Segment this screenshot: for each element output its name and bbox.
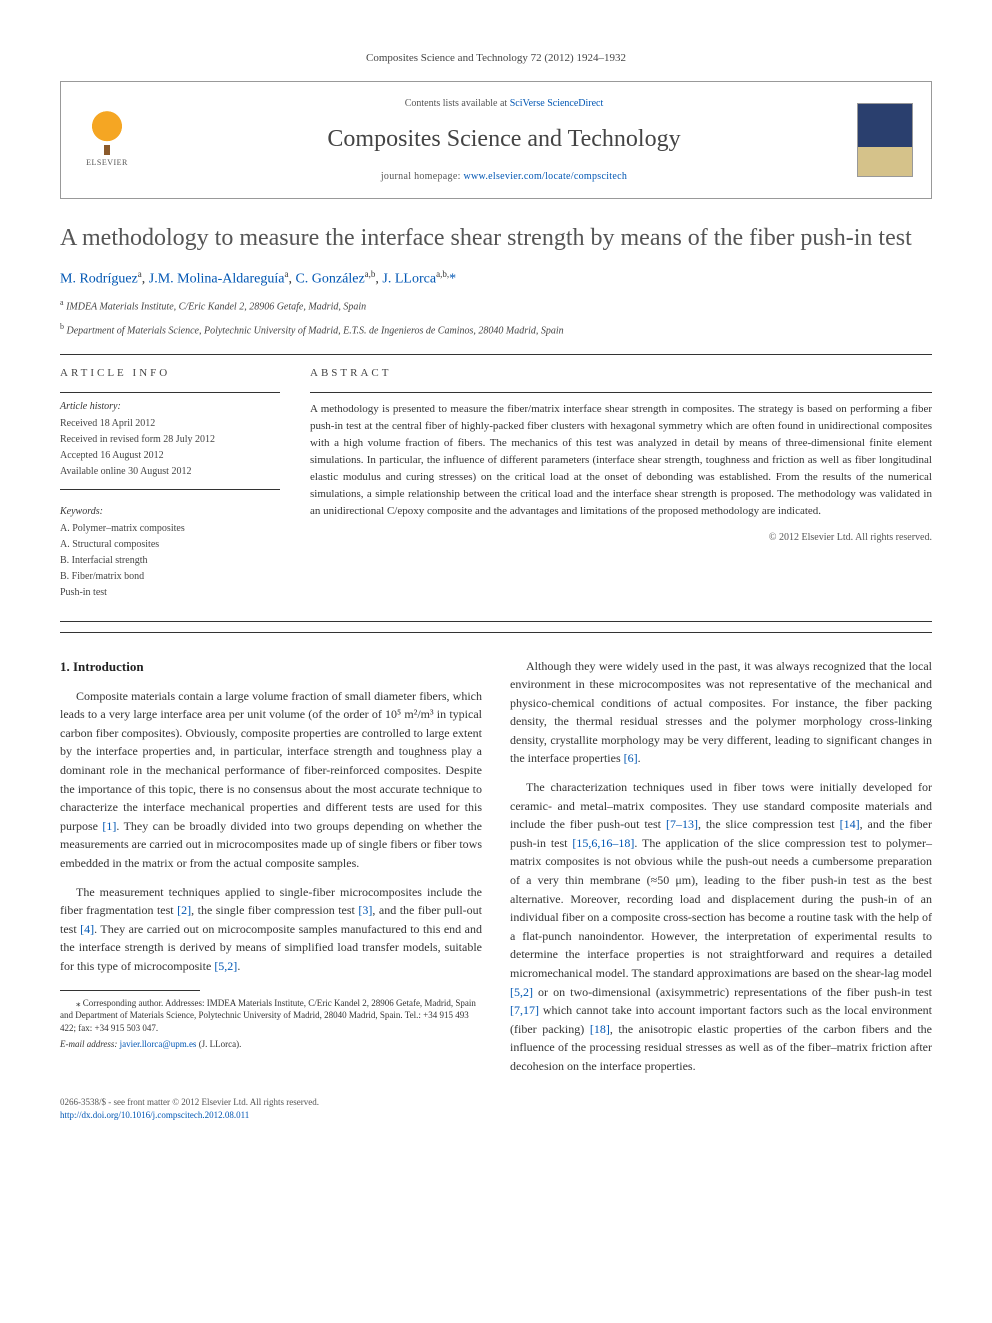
citation-ref[interactable]: [7–13] [666,817,698,831]
keyword: B. Interfacial strength [60,553,280,568]
journal-cover-thumbnail [857,103,913,177]
citation-ref[interactable]: [15,6,16–18] [572,836,634,850]
contents-prefix: Contents lists available at [405,98,510,109]
affil-text: Department of Materials Science, Polytec… [67,325,564,336]
author-link[interactable]: M. Rodríguez [60,271,138,286]
email-footnote: E-mail address: javier.llorca@upm.es (J.… [60,1038,482,1051]
affil-sup: b [60,322,64,331]
publisher-logo: ELSEVIER [79,110,135,170]
author-link[interactable]: J. LLorca [382,271,436,286]
footer-meta: 0266-3538/$ - see front matter © 2012 El… [60,1096,932,1123]
homepage-prefix: journal homepage: [381,171,464,182]
citation-ref[interactable]: [4] [80,922,94,936]
keywords-label: Keywords: [60,504,280,519]
elsevier-tree-icon [88,111,126,149]
divider [60,621,932,622]
body-paragraph: Composite materials contain a large volu… [60,687,482,873]
abstract-heading: ABSTRACT [310,365,932,382]
body-paragraph: The characterization techniques used in … [510,778,932,1076]
email-link[interactable]: javier.llorca@upm.es [120,1039,197,1049]
keyword: B. Fiber/matrix bond [60,569,280,584]
abstract-copyright: © 2012 Elsevier Ltd. All rights reserved… [310,530,932,545]
author-link[interactable]: C. González [295,271,364,286]
divider [60,354,932,355]
author-affil-sup: a,b [365,269,376,279]
footnote-block: ⁎ Corresponding author. Addresses: IMDEA… [60,990,482,1051]
citation-ref[interactable]: [18] [590,1022,610,1036]
keyword: A. Structural composites [60,537,280,552]
citation-ref[interactable]: [6] [624,751,638,765]
affiliation: a IMDEA Materials Institute, C/Eric Kand… [60,297,932,314]
author-affil-sup: a [284,269,288,279]
article-info-heading: ARTICLE INFO [60,365,280,382]
citation-ref[interactable]: [14] [840,817,860,831]
journal-homepage: journal homepage: www.elsevier.com/locat… [151,169,857,184]
affiliation: b Department of Materials Science, Polyt… [60,321,932,338]
citation-ref[interactable]: [5,2] [510,985,533,999]
history-item: Received in revised form 28 July 2012 [60,432,280,447]
homepage-link[interactable]: www.elsevier.com/locate/compscitech [463,171,627,182]
article-title: A methodology to measure the interface s… [60,223,932,254]
author-link[interactable]: J.M. Molina-Aldareguía [149,271,285,286]
citation-ref[interactable]: [1] [102,819,116,833]
publisher-name: ELSEVIER [86,157,128,169]
citation-line: Composites Science and Technology 72 (20… [60,50,932,67]
author-affil-sup: a [138,269,142,279]
email-label: E-mail address: [60,1039,120,1049]
corresponding-footnote: ⁎ Corresponding author. Addresses: IMDEA… [60,997,482,1035]
contents-available-line: Contents lists available at SciVerse Sci… [151,96,857,111]
issn-line: 0266-3538/$ - see front matter © 2012 El… [60,1096,319,1110]
body-text: 1. Introduction Composite materials cont… [60,657,932,1076]
body-paragraph: Although they were widely used in the pa… [510,657,932,769]
affil-sup: a [60,298,64,307]
section-heading: 1. Introduction [60,657,482,677]
citation-ref[interactable]: [3] [358,903,372,917]
sciencedirect-link[interactable]: SciVerse ScienceDirect [510,98,604,109]
citation-ref[interactable]: [2] [177,903,191,917]
article-info-column: ARTICLE INFO Article history: Received 1… [60,365,280,601]
doi-link[interactable]: http://dx.doi.org/10.1016/j.compscitech.… [60,1110,249,1120]
footnote-rule [60,990,200,991]
author-list: M. Rodrígueza, J.M. Molina-Aldareguíaa, … [60,268,932,290]
body-paragraph: The measurement techniques applied to si… [60,883,482,976]
divider [60,632,932,633]
history-item: Received 18 April 2012 [60,416,280,431]
divider [60,392,280,393]
citation-ref[interactable]: [7,17] [510,1003,539,1017]
citation-ref[interactable]: [5,2] [214,959,237,973]
affil-text: IMDEA Materials Institute, C/Eric Kandel… [66,302,366,313]
header-center: Contents lists available at SciVerse Sci… [151,96,857,184]
email-owner: (J. LLorca). [196,1039,241,1049]
keyword: Push-in test [60,585,280,600]
corresponding-mark[interactable]: * [449,271,456,286]
abstract-column: ABSTRACT A methodology is presented to m… [310,365,932,601]
journal-title: Composites Science and Technology [151,121,857,157]
abstract-text: A methodology is presented to measure th… [310,401,932,520]
journal-header: ELSEVIER Contents lists available at Sci… [60,81,932,199]
divider [310,392,932,393]
history-item: Accepted 16 August 2012 [60,448,280,463]
history-label: Article history: [60,399,280,414]
keyword: A. Polymer–matrix composites [60,521,280,536]
divider [60,489,280,490]
history-item: Available online 30 August 2012 [60,464,280,479]
author-affil-sup: a,b, [436,269,449,279]
